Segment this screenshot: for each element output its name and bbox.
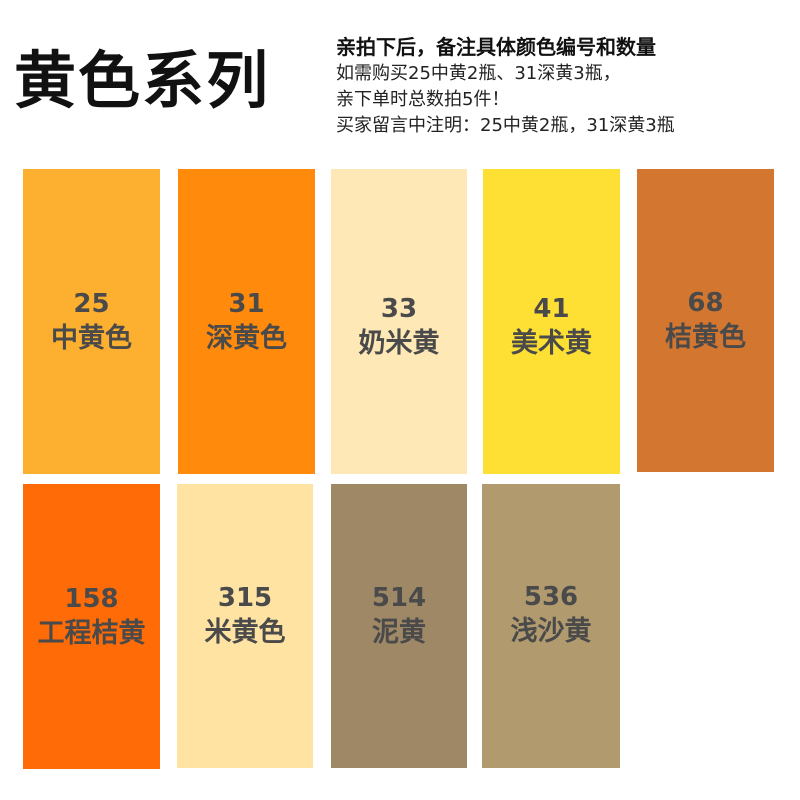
swatch-code: 68 [687,287,724,318]
swatch-code: 41 [533,293,570,324]
page-title: 黄色系列 [14,44,271,117]
swatch-name: 深黄色 [206,322,287,354]
swatch-name: 米黄色 [204,617,286,648]
notes-line: 亲下单时总数拍5件！ [336,89,510,110]
color-swatch-33[interactable]: 33 奶米黄 [331,169,467,474]
swatch-code: 514 [371,583,427,613]
notes-line: 买家留言中注明：25中黄2瓶，31深黄3瓶 [336,115,675,136]
notes-headline: 亲拍下后，备注具体颜色编号和数量 [336,35,656,59]
swatch-name: 中黄色 [51,322,132,354]
swatch-code: 158 [64,583,119,614]
swatch-code: 315 [217,583,273,613]
swatch-name: 奶米黄 [358,327,440,359]
swatch-name: 工程桔黄 [37,617,146,649]
color-swatch-158[interactable]: 158 工程桔黄 [23,484,160,769]
notes-line: 如需购买25中黄2瓶、31深黄3瓶， [336,63,621,84]
swatch-code: 536 [523,582,579,612]
color-swatch-41[interactable]: 41 美术黄 [483,169,620,474]
swatch-name: 泥黄 [372,617,426,648]
color-swatch-315[interactable]: 315 米黄色 [177,484,313,768]
swatch-code: 31 [228,288,265,319]
swatch-name: 浅沙黄 [510,616,592,647]
color-swatch-68[interactable]: 68 桔黄色 [637,169,774,472]
swatch-code: 33 [380,293,418,324]
swatch-name: 美术黄 [511,327,592,359]
color-swatch-31[interactable]: 31 深黄色 [178,169,315,474]
swatch-name: 桔黄色 [665,321,746,353]
color-swatch-25[interactable]: 25 中黄色 [23,169,160,474]
color-swatch-514[interactable]: 514 泥黄 [331,484,467,768]
swatch-code: 25 [73,288,110,319]
order-notes: 亲拍下后，备注具体颜色编号和数量 如需购买25中黄2瓶、31深黄3瓶， 亲下单时… [336,33,796,139]
color-swatch-536[interactable]: 536 浅沙黄 [482,484,620,768]
